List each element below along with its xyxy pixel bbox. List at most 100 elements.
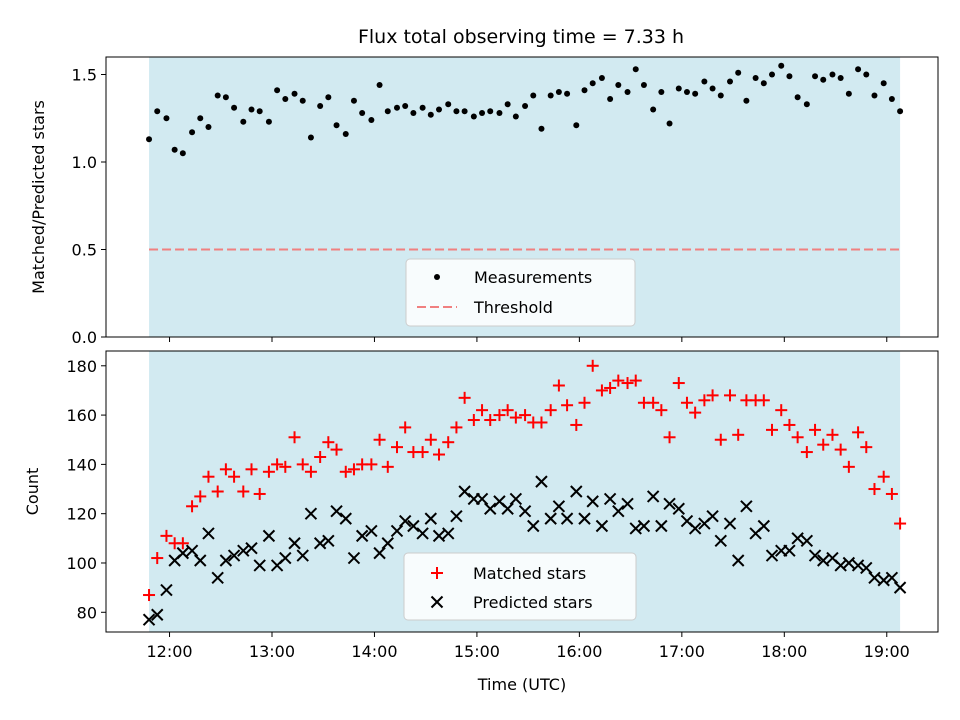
matched-star-point: [680, 396, 693, 409]
count-points: [142, 359, 907, 626]
ratio-y-ticks: 0.0 0.5 1.0 1.5: [72, 66, 106, 347]
measurement-point: [675, 85, 682, 92]
matched-star-point: [262, 465, 275, 478]
measurement-point: [479, 110, 486, 116]
matched-star-point: [757, 394, 770, 407]
y-tick-label: 140: [66, 455, 97, 474]
measurement-point: [179, 150, 186, 157]
predicted-star-point: [808, 549, 822, 562]
matched-star-point: [834, 443, 847, 456]
measurement-point: [197, 115, 204, 122]
measurement-point: [615, 82, 622, 88]
measurement-point: [871, 92, 878, 99]
count-panel: 80 100 120 140 160 180 12:00 13:00 14:00 15:00 16…: [23, 350, 939, 694]
measurement-point: [735, 69, 742, 76]
predicted-star-point: [365, 524, 378, 538]
measurement-point: [547, 92, 554, 99]
matched-star-point: [381, 460, 394, 473]
measurement-point: [880, 80, 887, 87]
predicted-star-point: [296, 549, 309, 562]
matched-star-point: [724, 389, 736, 402]
predicted-star-point: [313, 537, 327, 550]
measurement-point: [760, 80, 767, 87]
measurement-point: [445, 101, 452, 108]
predicted-star-point: [578, 512, 591, 525]
matched-star-point: [800, 446, 813, 459]
matched-star-point: [552, 379, 565, 392]
count-x-ticks: 12:00 13:00 14:00 15:00 16:00 17:00 18:00 19:00: [146, 632, 910, 661]
matched-star-point: [621, 377, 634, 390]
measurement-point: [727, 78, 733, 85]
matched-star-point: [732, 428, 745, 441]
measurement-point: [350, 97, 357, 104]
predicted-star-point: [663, 497, 676, 511]
predicted-star-point: [501, 502, 514, 515]
measurement-point: [709, 85, 716, 92]
measurement-point: [342, 131, 349, 137]
matched-star-point: [570, 418, 583, 431]
x-tick-label: 19:00: [864, 642, 910, 661]
measurement-point: [573, 122, 580, 129]
predicted-star-point: [442, 527, 455, 540]
predicted-star-point: [430, 595, 444, 609]
predicted-star-point: [851, 559, 865, 572]
measurement-point: [307, 134, 314, 141]
matched-star-point: [544, 404, 557, 417]
matched-star-point: [365, 458, 378, 471]
y-tick-label: 1.5: [72, 66, 97, 85]
measurement-point: [512, 113, 519, 120]
matched-star-point: [852, 426, 865, 439]
legend-threshold-label: Threshold: [473, 298, 553, 317]
matched-star-point: [586, 359, 599, 372]
predicted-star-point: [279, 551, 292, 565]
predicted-star-point: [885, 571, 899, 584]
matched-star-point: [347, 463, 360, 476]
measurement-point: [778, 62, 785, 69]
ratio-x-ticks: [169, 337, 888, 342]
matched-star-point: [842, 460, 855, 473]
matched-star-point: [647, 396, 660, 409]
matched-star-point: [304, 465, 317, 478]
matched-star-point: [604, 381, 617, 394]
predicted-star-point: [322, 534, 335, 548]
predicted-star-point: [560, 512, 574, 525]
predicted-star-point: [527, 519, 540, 533]
predicted-star-point: [194, 554, 207, 567]
matched-star-point: [877, 470, 890, 483]
matched-star-point: [194, 490, 207, 503]
predicted-star-point: [304, 507, 318, 520]
predicted-star-point: [688, 522, 702, 535]
matched-star-point: [509, 411, 522, 424]
matched-star-point: [561, 399, 574, 412]
matched-star-point: [629, 374, 642, 387]
matched-star-point: [578, 396, 591, 409]
predicted-star-point: [603, 492, 617, 506]
measurement-point: [803, 101, 810, 108]
matched-star-point: [219, 463, 232, 476]
predicted-star-point: [791, 532, 804, 545]
matched-star-point: [612, 374, 625, 387]
predicted-star-point: [612, 505, 625, 518]
predicted-star-point: [544, 512, 557, 525]
count-x-axis-label: Time (UTC): [477, 675, 566, 694]
matched-star-point: [826, 428, 839, 441]
matched-star-point: [202, 470, 215, 483]
predicted-star-point: [731, 554, 745, 567]
measurement-point: [589, 80, 596, 87]
matched-star-point: [322, 436, 335, 449]
measurement-point: [752, 75, 759, 81]
matched-star-point: [766, 423, 779, 436]
legend-measurements-label: Measurements: [474, 268, 592, 287]
matched-star-point: [237, 485, 250, 498]
predicted-star-point: [339, 512, 352, 525]
y-tick-label: 1.0: [72, 153, 97, 172]
predicted-star-point: [860, 561, 873, 575]
measurement-point: [214, 92, 221, 99]
predicted-star-point: [757, 519, 771, 533]
predicted-star-point: [842, 556, 856, 570]
measurement-point: [384, 108, 391, 115]
measurement-point: [189, 129, 196, 136]
predicted-star-point: [407, 519, 420, 533]
matched-star-point: [484, 414, 497, 427]
predicted-star-point: [868, 571, 881, 584]
